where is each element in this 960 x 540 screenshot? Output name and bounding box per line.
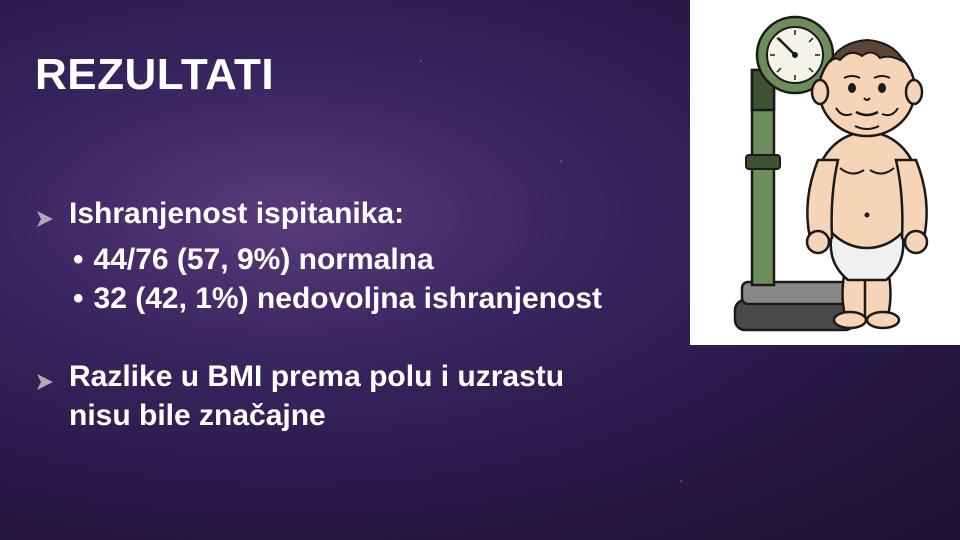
bullet-2-line2: nisu bile značajne — [69, 397, 564, 435]
sub-bullet-1b: • 32 (42, 1%) nedovoljna ishranjenost — [73, 280, 602, 318]
slide-illustration — [690, 0, 960, 345]
arrow-bullet-icon — [35, 201, 55, 239]
bg-star — [560, 160, 562, 162]
bg-star — [420, 60, 422, 62]
dot-icon: • — [73, 241, 84, 279]
bullet-1: Ishranjenost ispitanika: — [35, 195, 602, 239]
sub-1b-text: 32 (42, 1%) nedovoljna ishranjenost — [94, 280, 602, 318]
slide-title: REZULTATI — [35, 50, 274, 100]
bullet-1-heading: Ishranjenost ispitanika: — [69, 195, 404, 233]
bg-star — [680, 480, 682, 482]
slide-content: Ishranjenost ispitanika: • 44/76 (57, 9%… — [35, 195, 602, 437]
sub-bullet-1a: • 44/76 (57, 9%) normalna — [73, 241, 602, 279]
bullet-2: Razlike u BMI prema polu i uzrastu nisu … — [35, 358, 602, 435]
sub-1a-text: 44/76 (57, 9%) normalna — [94, 241, 434, 279]
bullet-1-subitems: • 44/76 (57, 9%) normalna • 32 (42, 1%) … — [73, 241, 602, 318]
arrow-bullet-icon — [35, 364, 55, 402]
bullet-2-line1: Razlike u BMI prema polu i uzrastu — [69, 358, 564, 396]
dot-icon: • — [73, 280, 84, 318]
